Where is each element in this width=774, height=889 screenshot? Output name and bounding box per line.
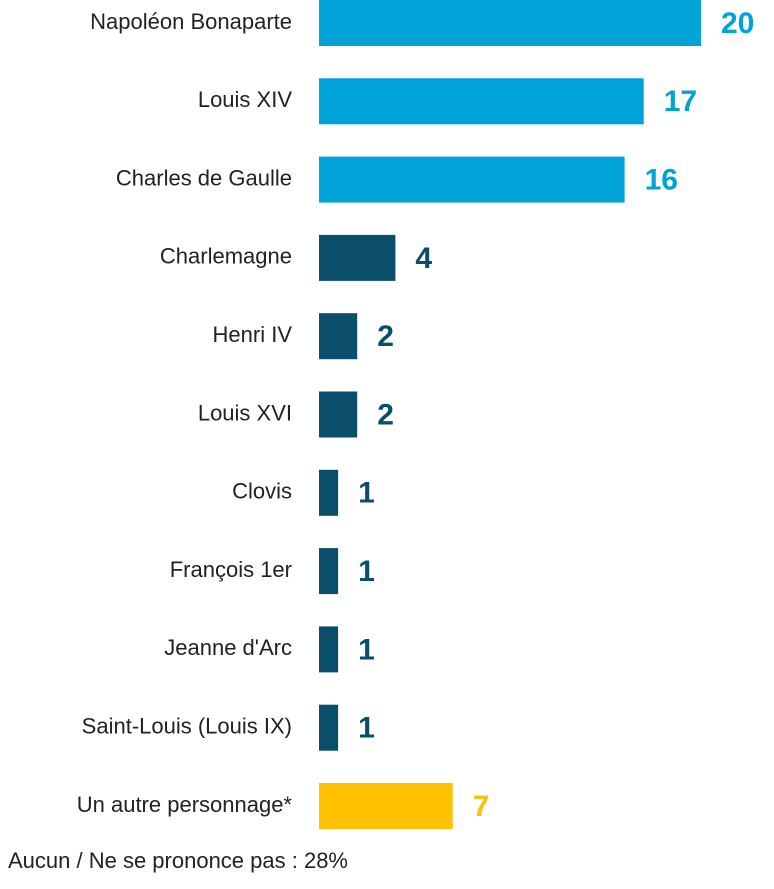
- bar: [319, 548, 339, 595]
- value-label: 16: [645, 164, 678, 197]
- value-label: 4: [415, 242, 432, 275]
- category-label: Charlemagne: [160, 244, 292, 269]
- bar: [319, 391, 358, 438]
- value-label: 2: [377, 320, 394, 353]
- category-label: Jeanne d'Arc: [164, 635, 292, 660]
- value-label: 1: [358, 712, 375, 745]
- bar: [319, 469, 339, 516]
- category-label: Louis XIV: [198, 87, 292, 112]
- category-label: Charles de Gaulle: [116, 165, 292, 190]
- category-label: Louis XVI: [198, 400, 292, 425]
- bar: [319, 704, 339, 751]
- bar: [319, 0, 701, 46]
- category-label: Saint-Louis (Louis IX): [82, 714, 292, 739]
- value-label: 20: [721, 7, 754, 40]
- value-label: 17: [664, 85, 697, 118]
- bar: [319, 783, 453, 829]
- value-label: 1: [358, 633, 375, 666]
- value-label: 7: [473, 790, 490, 823]
- bar: [319, 626, 339, 673]
- category-label: Napoléon Bonaparte: [90, 9, 292, 34]
- category-label: Henri IV: [213, 322, 293, 347]
- category-label: François 1er: [170, 557, 292, 582]
- category-label: Clovis: [232, 479, 292, 504]
- category-label: Un autre personnage*: [77, 792, 293, 817]
- bar: [319, 156, 625, 203]
- bar: [319, 313, 358, 360]
- bar: [319, 234, 396, 281]
- value-label: 1: [358, 555, 375, 588]
- bar: [319, 78, 644, 125]
- footnote: Aucun / Ne se prononce pas : 28%: [8, 848, 348, 873]
- value-label: 2: [377, 398, 394, 431]
- value-label: 1: [358, 477, 375, 510]
